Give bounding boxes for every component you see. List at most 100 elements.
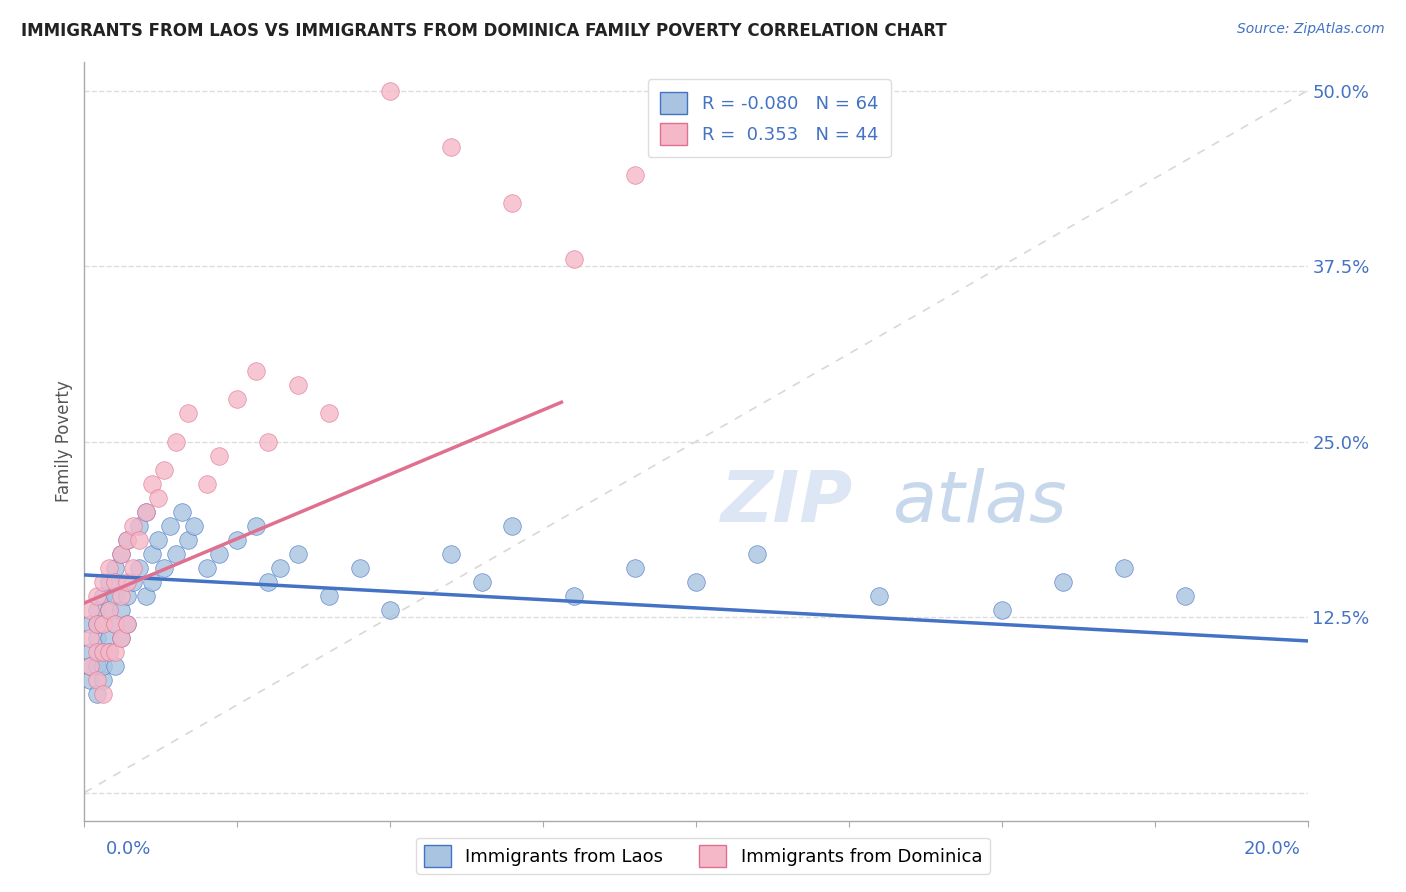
Point (115, 617, 138, 632)
Point (146, 491, 169, 505)
Point (318, 407, 340, 421)
Point (97, 645, 120, 659)
Point (1052, 574, 1074, 589)
Point (104, 589, 127, 603)
Point (104, 561, 127, 575)
Point (97, 574, 120, 589)
Point (79, 631, 101, 645)
Point (183, 518, 205, 533)
Point (86, 673, 108, 688)
Point (79, 617, 101, 632)
Point (79, 673, 101, 688)
Point (91, 645, 114, 659)
Point (104, 645, 127, 659)
Point (128, 533, 150, 547)
Point (86, 659, 108, 673)
Text: IMMIGRANTS FROM LAOS VS IMMIGRANTS FROM DOMINICA FAMILY POVERTY CORRELATION CHAR: IMMIGRANTS FROM LAOS VS IMMIGRANTS FROM … (21, 22, 946, 40)
Point (1174, 589, 1197, 603)
Point (122, 574, 145, 589)
Point (86, 617, 108, 632)
Point (153, 462, 176, 476)
Point (110, 631, 132, 645)
Y-axis label: Family Poverty: Family Poverty (55, 381, 73, 502)
Point (104, 574, 127, 589)
Point (146, 533, 169, 547)
Point (91, 673, 114, 688)
Point (104, 617, 127, 632)
Point (226, 533, 249, 547)
Point (91, 687, 114, 701)
Point (122, 561, 145, 575)
Point (172, 505, 194, 519)
Point (110, 603, 132, 617)
Point (91, 617, 114, 632)
Point (86, 631, 108, 645)
Point (104, 617, 127, 632)
Text: 20.0%: 20.0% (1244, 840, 1301, 858)
Point (195, 561, 218, 575)
Point (245, 518, 267, 533)
Point (122, 518, 145, 533)
Text: ZIP: ZIP (720, 467, 852, 537)
Point (97, 603, 120, 617)
Point (141, 574, 163, 589)
Point (165, 434, 187, 449)
Point (502, 518, 524, 533)
Point (128, 518, 150, 533)
Point (97, 603, 120, 617)
Point (91, 617, 114, 632)
Point (104, 659, 127, 673)
Point (869, 589, 891, 603)
Point (287, 547, 309, 561)
Point (624, 561, 647, 575)
Point (115, 533, 138, 547)
Point (177, 407, 200, 421)
Point (141, 476, 163, 491)
Point (86, 617, 108, 632)
Point (86, 589, 108, 603)
Point (86, 603, 108, 617)
Point (79, 659, 101, 673)
Point (115, 589, 138, 603)
Point (91, 589, 114, 603)
Point (380, 603, 402, 617)
Point (110, 631, 132, 645)
Point (685, 574, 707, 589)
Point (440, 139, 463, 153)
Point (115, 617, 138, 632)
Point (257, 574, 280, 589)
Point (471, 574, 494, 589)
Point (562, 589, 585, 603)
Point (440, 547, 463, 561)
Point (135, 589, 157, 603)
Point (91, 659, 114, 673)
Point (97, 631, 120, 645)
Point (349, 561, 371, 575)
Point (380, 83, 402, 97)
Point (269, 561, 291, 575)
Point (91, 645, 114, 659)
Point (991, 603, 1014, 617)
Legend: R = -0.080   N = 64, R =  0.353   N = 44: R = -0.080 N = 64, R = 0.353 N = 44 (648, 79, 891, 157)
Point (153, 561, 176, 575)
Point (562, 252, 585, 266)
Text: Source: ZipAtlas.com: Source: ZipAtlas.com (1237, 22, 1385, 37)
Point (135, 505, 157, 519)
Point (159, 518, 181, 533)
Point (226, 392, 249, 407)
Text: atlas: atlas (891, 467, 1066, 537)
Point (177, 533, 200, 547)
Point (91, 574, 114, 589)
Point (318, 589, 340, 603)
Point (97, 645, 120, 659)
Point (79, 603, 101, 617)
Point (97, 561, 120, 575)
Legend: Immigrants from Laos, Immigrants from Dominica: Immigrants from Laos, Immigrants from Do… (416, 838, 990, 874)
Point (1114, 561, 1136, 575)
Point (115, 574, 138, 589)
Point (208, 547, 231, 561)
Point (624, 168, 647, 182)
Point (79, 645, 101, 659)
Point (110, 547, 132, 561)
Point (287, 378, 309, 392)
